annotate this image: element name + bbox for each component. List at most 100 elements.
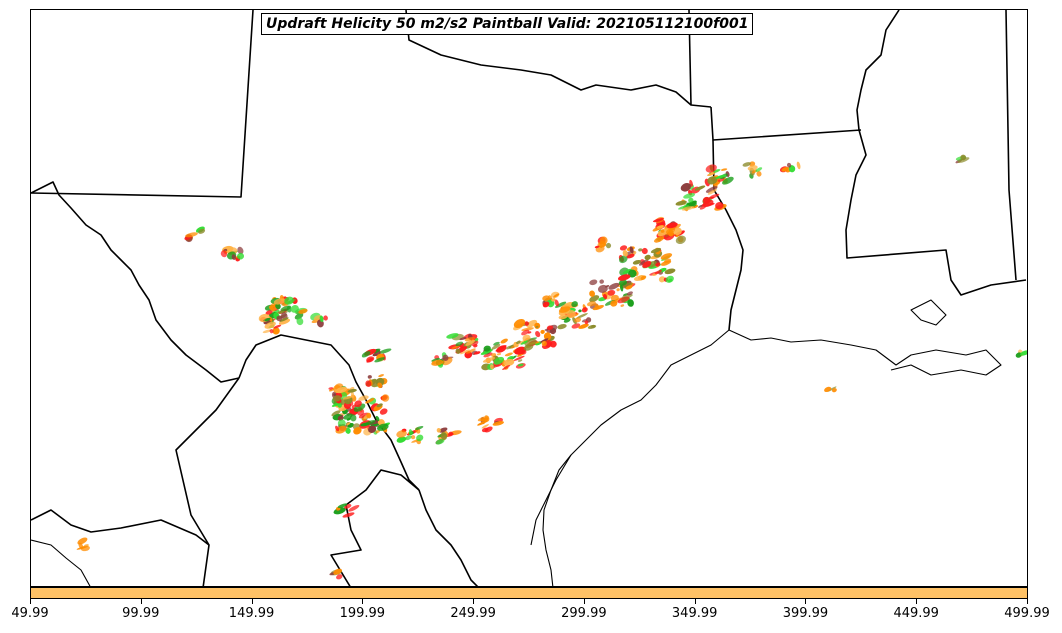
storm-cell <box>581 319 588 323</box>
storm-cell <box>668 278 673 283</box>
storm-cell <box>540 329 545 334</box>
storm-cell <box>675 234 679 238</box>
lake-pontchartrain <box>910 299 947 326</box>
storm-cell <box>526 319 538 328</box>
storm-cell <box>664 268 676 275</box>
storm-cell <box>483 345 491 352</box>
storm-cell <box>694 185 706 191</box>
storm-cell <box>599 242 603 249</box>
storm-cell <box>276 315 283 322</box>
storm-cell <box>715 201 724 210</box>
storm-cell <box>690 201 697 207</box>
storm-cell <box>431 359 444 366</box>
storm-cell <box>623 293 628 297</box>
storm-cell <box>353 427 362 435</box>
storm-cell <box>346 422 351 426</box>
storm-cell <box>480 417 489 422</box>
storm-cell <box>272 327 280 335</box>
storm-cell <box>574 317 582 323</box>
storm-cell <box>436 428 441 433</box>
storm-cell <box>269 329 274 334</box>
storm-cell <box>571 323 581 329</box>
storm-cell <box>605 242 612 249</box>
colorbar-tick <box>805 599 807 604</box>
storm-cell <box>558 314 568 320</box>
storm-cell <box>722 176 734 185</box>
storm-cell <box>551 298 556 302</box>
storm-cell <box>589 290 596 297</box>
storm-cell <box>742 162 751 167</box>
storm-cell <box>622 268 632 274</box>
storm-cell <box>540 338 549 343</box>
storm-cell <box>781 166 790 172</box>
storm-cell <box>594 245 600 249</box>
colorbar-tick <box>916 599 918 604</box>
storm-cell <box>493 341 500 346</box>
storm-cell <box>335 386 348 394</box>
storm-cell <box>675 200 687 206</box>
storm-cell <box>626 253 635 259</box>
storm-cell <box>491 353 497 357</box>
storm-cell <box>675 235 687 245</box>
storm-cell <box>619 284 624 292</box>
border-ar-la <box>710 106 862 141</box>
storm-cell <box>490 364 494 370</box>
storm-cell <box>368 425 377 433</box>
border-mexico-2 <box>31 509 210 546</box>
storm-cell <box>620 282 633 289</box>
storm-cell <box>431 357 440 362</box>
storm-cell <box>517 359 523 362</box>
colorbar-tick-label: 449.99 <box>893 606 939 621</box>
storm-cell <box>491 344 501 350</box>
border-rio-grande-east <box>238 334 420 491</box>
colorbar-tick-label: 149.99 <box>228 606 275 621</box>
storm-cell <box>396 436 407 443</box>
storm-cell <box>589 295 600 303</box>
coastline <box>31 299 1002 586</box>
storm-cell <box>705 164 717 173</box>
storm-cell <box>654 236 665 243</box>
map-title: Updraft Helicity 50 m2/s2 Paintball Vali… <box>261 13 754 35</box>
storm-cell <box>586 301 597 307</box>
storm-cell <box>506 345 512 350</box>
storm-cell <box>273 298 286 305</box>
storm-cell <box>503 358 515 367</box>
storm-cell <box>616 288 620 292</box>
storm-cell <box>473 351 481 355</box>
storm-cell <box>708 193 720 199</box>
storm-cell <box>290 305 299 313</box>
storm-cell <box>466 348 476 354</box>
storm-cell <box>328 388 335 392</box>
coast-barrier <box>530 454 572 546</box>
storm-cell <box>346 417 351 421</box>
colorbar-tick <box>1027 599 1028 604</box>
storm-cell <box>658 276 666 283</box>
storm-cell <box>376 403 383 408</box>
storm-cell <box>680 183 692 192</box>
storm-cell <box>483 352 493 358</box>
storm-cell <box>527 331 532 334</box>
storm-cell <box>542 301 550 308</box>
storm-cell <box>591 324 596 328</box>
storm-cell <box>650 247 662 254</box>
storm-cell <box>625 285 633 290</box>
storm-cell <box>347 388 357 393</box>
coast-baja <box>31 539 91 586</box>
storm-cell <box>502 364 511 371</box>
storm-cell <box>563 318 571 323</box>
storm-cell <box>396 430 407 438</box>
storm-cell <box>358 412 369 419</box>
storm-cell <box>619 245 628 251</box>
state-borders <box>31 10 1027 586</box>
colorbar-tick-label: 199.99 <box>339 606 386 621</box>
storm-cell <box>337 402 342 408</box>
storm-cell <box>477 420 488 426</box>
storm-cell <box>521 349 527 355</box>
storm-cell <box>416 434 424 442</box>
storm-cell <box>365 380 372 387</box>
storm-cell <box>707 189 717 195</box>
colorbar-tick <box>473 599 475 604</box>
storm-cell <box>367 375 372 379</box>
storm-cell <box>348 505 360 512</box>
colorbar-tick-label: 299.99 <box>561 606 607 621</box>
